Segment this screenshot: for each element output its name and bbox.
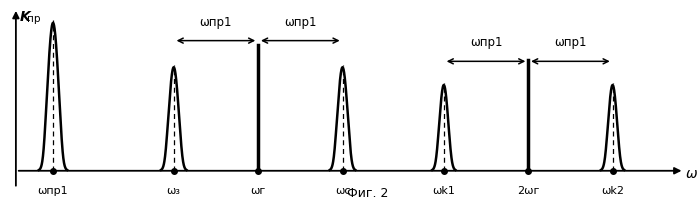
Text: K: K: [20, 10, 30, 24]
Text: ωс: ωс: [335, 186, 350, 196]
Text: ωпр1: ωпр1: [200, 16, 232, 29]
Text: ω₃: ω₃: [167, 186, 181, 196]
Text: ωk2: ωk2: [601, 186, 624, 196]
Text: ωпр1: ωпр1: [470, 37, 503, 50]
Text: ω: ω: [686, 167, 698, 181]
Text: ωпр1: ωпр1: [554, 37, 586, 50]
Text: ωг: ωг: [251, 186, 266, 196]
Text: пр: пр: [27, 14, 40, 24]
Text: ωпр1: ωпр1: [284, 16, 317, 29]
Text: ωпр1: ωпр1: [38, 186, 68, 196]
Text: Фиг. 2: Фиг. 2: [347, 187, 389, 200]
Text: ωk1: ωk1: [432, 186, 455, 196]
Text: 2ωг: 2ωг: [517, 186, 540, 196]
